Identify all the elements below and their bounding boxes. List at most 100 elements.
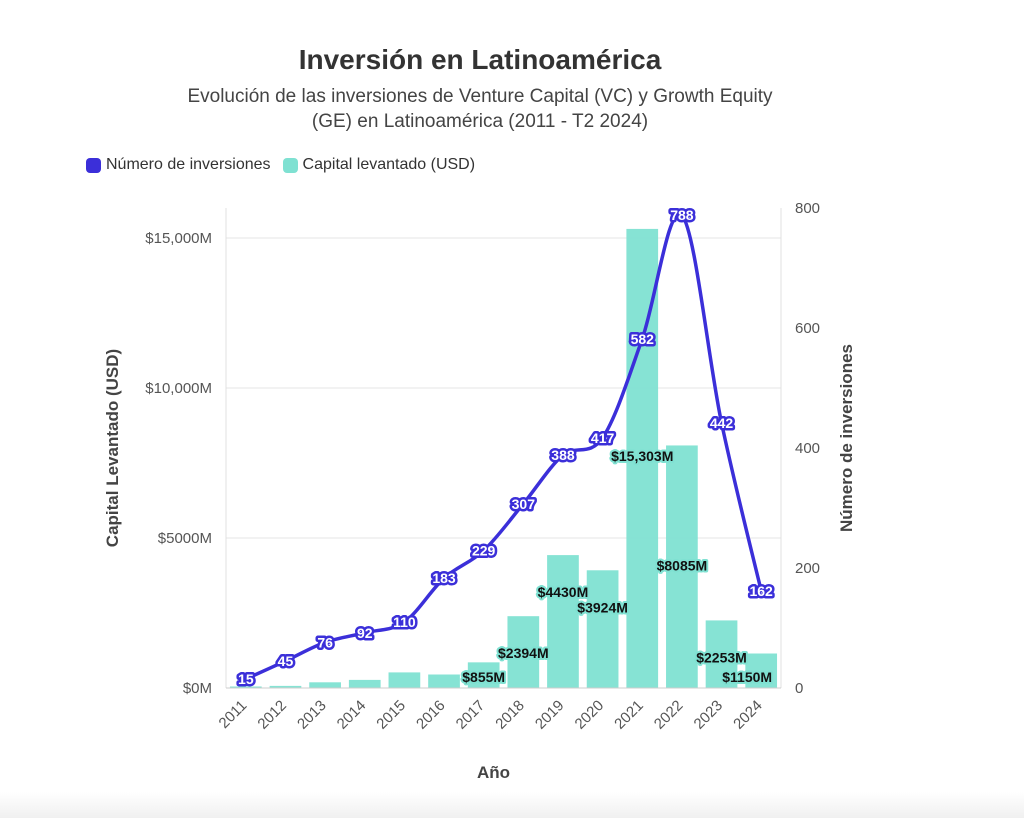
legend-item-count[interactable]: Número de inversiones <box>86 156 271 174</box>
y-right-tick-label: 0 <box>795 680 803 697</box>
chart-subtitle: Evolución de las inversiones de Venture … <box>187 86 773 132</box>
series-line <box>244 212 763 681</box>
x-tick-label: 2013 <box>294 697 330 733</box>
y-right-tick-label: 800 <box>795 200 820 217</box>
x-tick-label: 2021 <box>611 697 647 733</box>
point-label: 788 <box>670 207 694 223</box>
bottom-shadow <box>0 792 1024 818</box>
x-tick-label: 2024 <box>730 697 766 733</box>
point-label-halo: 442 <box>710 415 734 431</box>
legend: Número de inversiones Capital levantado … <box>86 156 487 174</box>
point-label: 162 <box>749 583 773 599</box>
point-label: 45 <box>278 653 294 669</box>
x-tick-label: 2011 <box>216 697 251 732</box>
line-labels: 1515454576769292110110183183229229307307… <box>236 205 776 690</box>
bar-label: $1150M <box>722 669 772 685</box>
x-tick-label: 2019 <box>532 697 568 733</box>
point-label: 442 <box>710 415 734 431</box>
bar-label-halo: $1150M <box>722 669 772 685</box>
bar <box>547 555 579 688</box>
point-label-halo: 15 <box>238 671 254 687</box>
x-tick-label: 2015 <box>373 697 409 733</box>
point-label: 15 <box>238 671 254 687</box>
bar-label: $2394M <box>498 645 549 661</box>
point-label: 92 <box>357 625 373 641</box>
x-tick-label: 2014 <box>334 697 370 733</box>
x-tick-label: 2012 <box>254 697 290 733</box>
point-label-halo: 76 <box>317 634 333 650</box>
y-left-axis-title: Capital Levantado (USD) <box>103 349 122 547</box>
bar-label-halo: $8085M <box>657 557 708 573</box>
point-label: 183 <box>432 570 456 586</box>
bar-label-halo: $2253M <box>696 649 747 665</box>
bar-label-halo: $855M <box>462 669 505 685</box>
bar-label: $2253M <box>696 649 747 665</box>
bar <box>467 662 500 688</box>
bar <box>229 686 262 688</box>
bar <box>348 679 381 688</box>
y-right-tick-label: 400 <box>795 440 820 457</box>
legend-swatch-count <box>86 157 101 173</box>
y-right-axis-title: Número de inversiones <box>837 344 856 532</box>
bar <box>428 674 460 688</box>
legend-label-capital: Capital levantado (USD) <box>302 156 476 173</box>
point-label-halo: 582 <box>631 331 655 347</box>
point-label-halo: 307 <box>512 496 536 512</box>
legend-label-count: Número de inversiones <box>106 156 271 173</box>
y-left-tick-label: $10,000M <box>145 380 212 397</box>
point-label-halo: 183 <box>432 570 456 586</box>
point-label: 76 <box>317 634 333 650</box>
y-left-tick-label: $5000M <box>158 530 212 547</box>
x-tick-label: 2018 <box>492 697 528 733</box>
chart-title: Inversión en Latinoamérica <box>298 44 662 75</box>
bar <box>388 672 421 688</box>
bar <box>269 685 302 688</box>
x-axis-title: Año <box>477 763 510 782</box>
bar-label-halo: $2394M <box>498 645 549 661</box>
x-tick-label: 2016 <box>413 697 449 733</box>
point-label: 229 <box>472 543 496 559</box>
bar <box>507 616 540 688</box>
bar-series <box>229 228 778 688</box>
bar <box>745 653 778 688</box>
y-right-tick-label: 200 <box>795 560 820 577</box>
point-label: 582 <box>631 331 655 347</box>
point-label: 110 <box>393 614 416 630</box>
point-label: 307 <box>512 496 536 512</box>
x-tick-label: 2023 <box>691 697 727 733</box>
legend-item-capital[interactable]: Capital levantado (USD) <box>282 156 476 174</box>
bar-label: $3924M <box>577 599 628 615</box>
bar-labels: $855M$855M$2394M$2394M$4430M$4430M$3924M… <box>460 446 774 687</box>
y-left-tick-label: $0M <box>183 680 212 697</box>
y-right-tick-label: 600 <box>795 320 820 337</box>
point-label-halo: 162 <box>749 583 773 599</box>
point-label-halo: 229 <box>472 543 496 559</box>
point-label-halo: 92 <box>357 625 373 641</box>
bar <box>705 620 738 688</box>
bar <box>309 682 341 688</box>
bar-label: $855M <box>462 669 505 685</box>
x-tick-label: 2017 <box>453 697 489 733</box>
point-label-halo: 110 <box>393 614 416 630</box>
x-tick-label: 2020 <box>572 697 608 733</box>
bar <box>666 445 698 688</box>
bar-label: $15,303M <box>611 448 673 464</box>
point-label-halo: 417 <box>591 430 615 446</box>
bar <box>586 570 619 688</box>
bar-label-halo: $3924M <box>577 599 628 615</box>
point-label: 388 <box>551 447 575 463</box>
legend-swatch-capital <box>282 157 298 173</box>
x-tick-label: 2022 <box>651 697 687 733</box>
y-left-tick-label: $15,000M <box>145 230 212 247</box>
axes: $0M $5000M $10,000M $15,000M 0 200 400 600 800 20… <box>103 200 856 782</box>
bar-label-halo: $4430M <box>538 584 589 600</box>
point-label-halo: 45 <box>278 653 294 669</box>
point-label-halo: 788 <box>670 207 694 223</box>
bar-label: $8085M <box>657 557 708 573</box>
line-series <box>244 212 763 681</box>
point-label: 417 <box>591 430 615 446</box>
bar-label: $4430M <box>538 584 589 600</box>
bar-label-halo: $15,303M <box>611 448 673 464</box>
point-label-halo: 388 <box>551 447 575 463</box>
